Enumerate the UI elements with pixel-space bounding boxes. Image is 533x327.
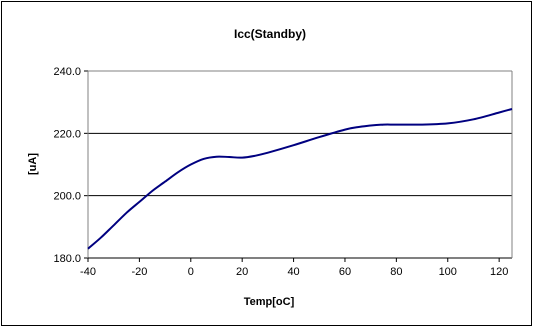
- x-tick-label: 120: [490, 266, 508, 278]
- x-tick-label: 80: [390, 266, 402, 278]
- x-tick-label: 100: [439, 266, 457, 278]
- x-tick-label: -40: [80, 266, 96, 278]
- y-tick-label: 180.0: [53, 253, 81, 265]
- x-tick-label: 0: [188, 266, 194, 278]
- y-tick-label: 220.0: [53, 128, 81, 140]
- y-tick-label: 240.0: [53, 66, 81, 78]
- y-tick-label: 200.0: [53, 191, 81, 203]
- series-line: [87, 108, 513, 250]
- y-axis-title: [uA]: [27, 153, 39, 175]
- x-tick-label: 20: [236, 266, 248, 278]
- chart-title: Icc(Standby): [234, 27, 306, 41]
- x-tick-label: 40: [287, 266, 299, 278]
- x-axis-title: Temp[oC]: [244, 296, 295, 308]
- x-tick-label: -20: [131, 266, 147, 278]
- x-tick-label: 60: [339, 266, 351, 278]
- plot-area: [88, 71, 512, 258]
